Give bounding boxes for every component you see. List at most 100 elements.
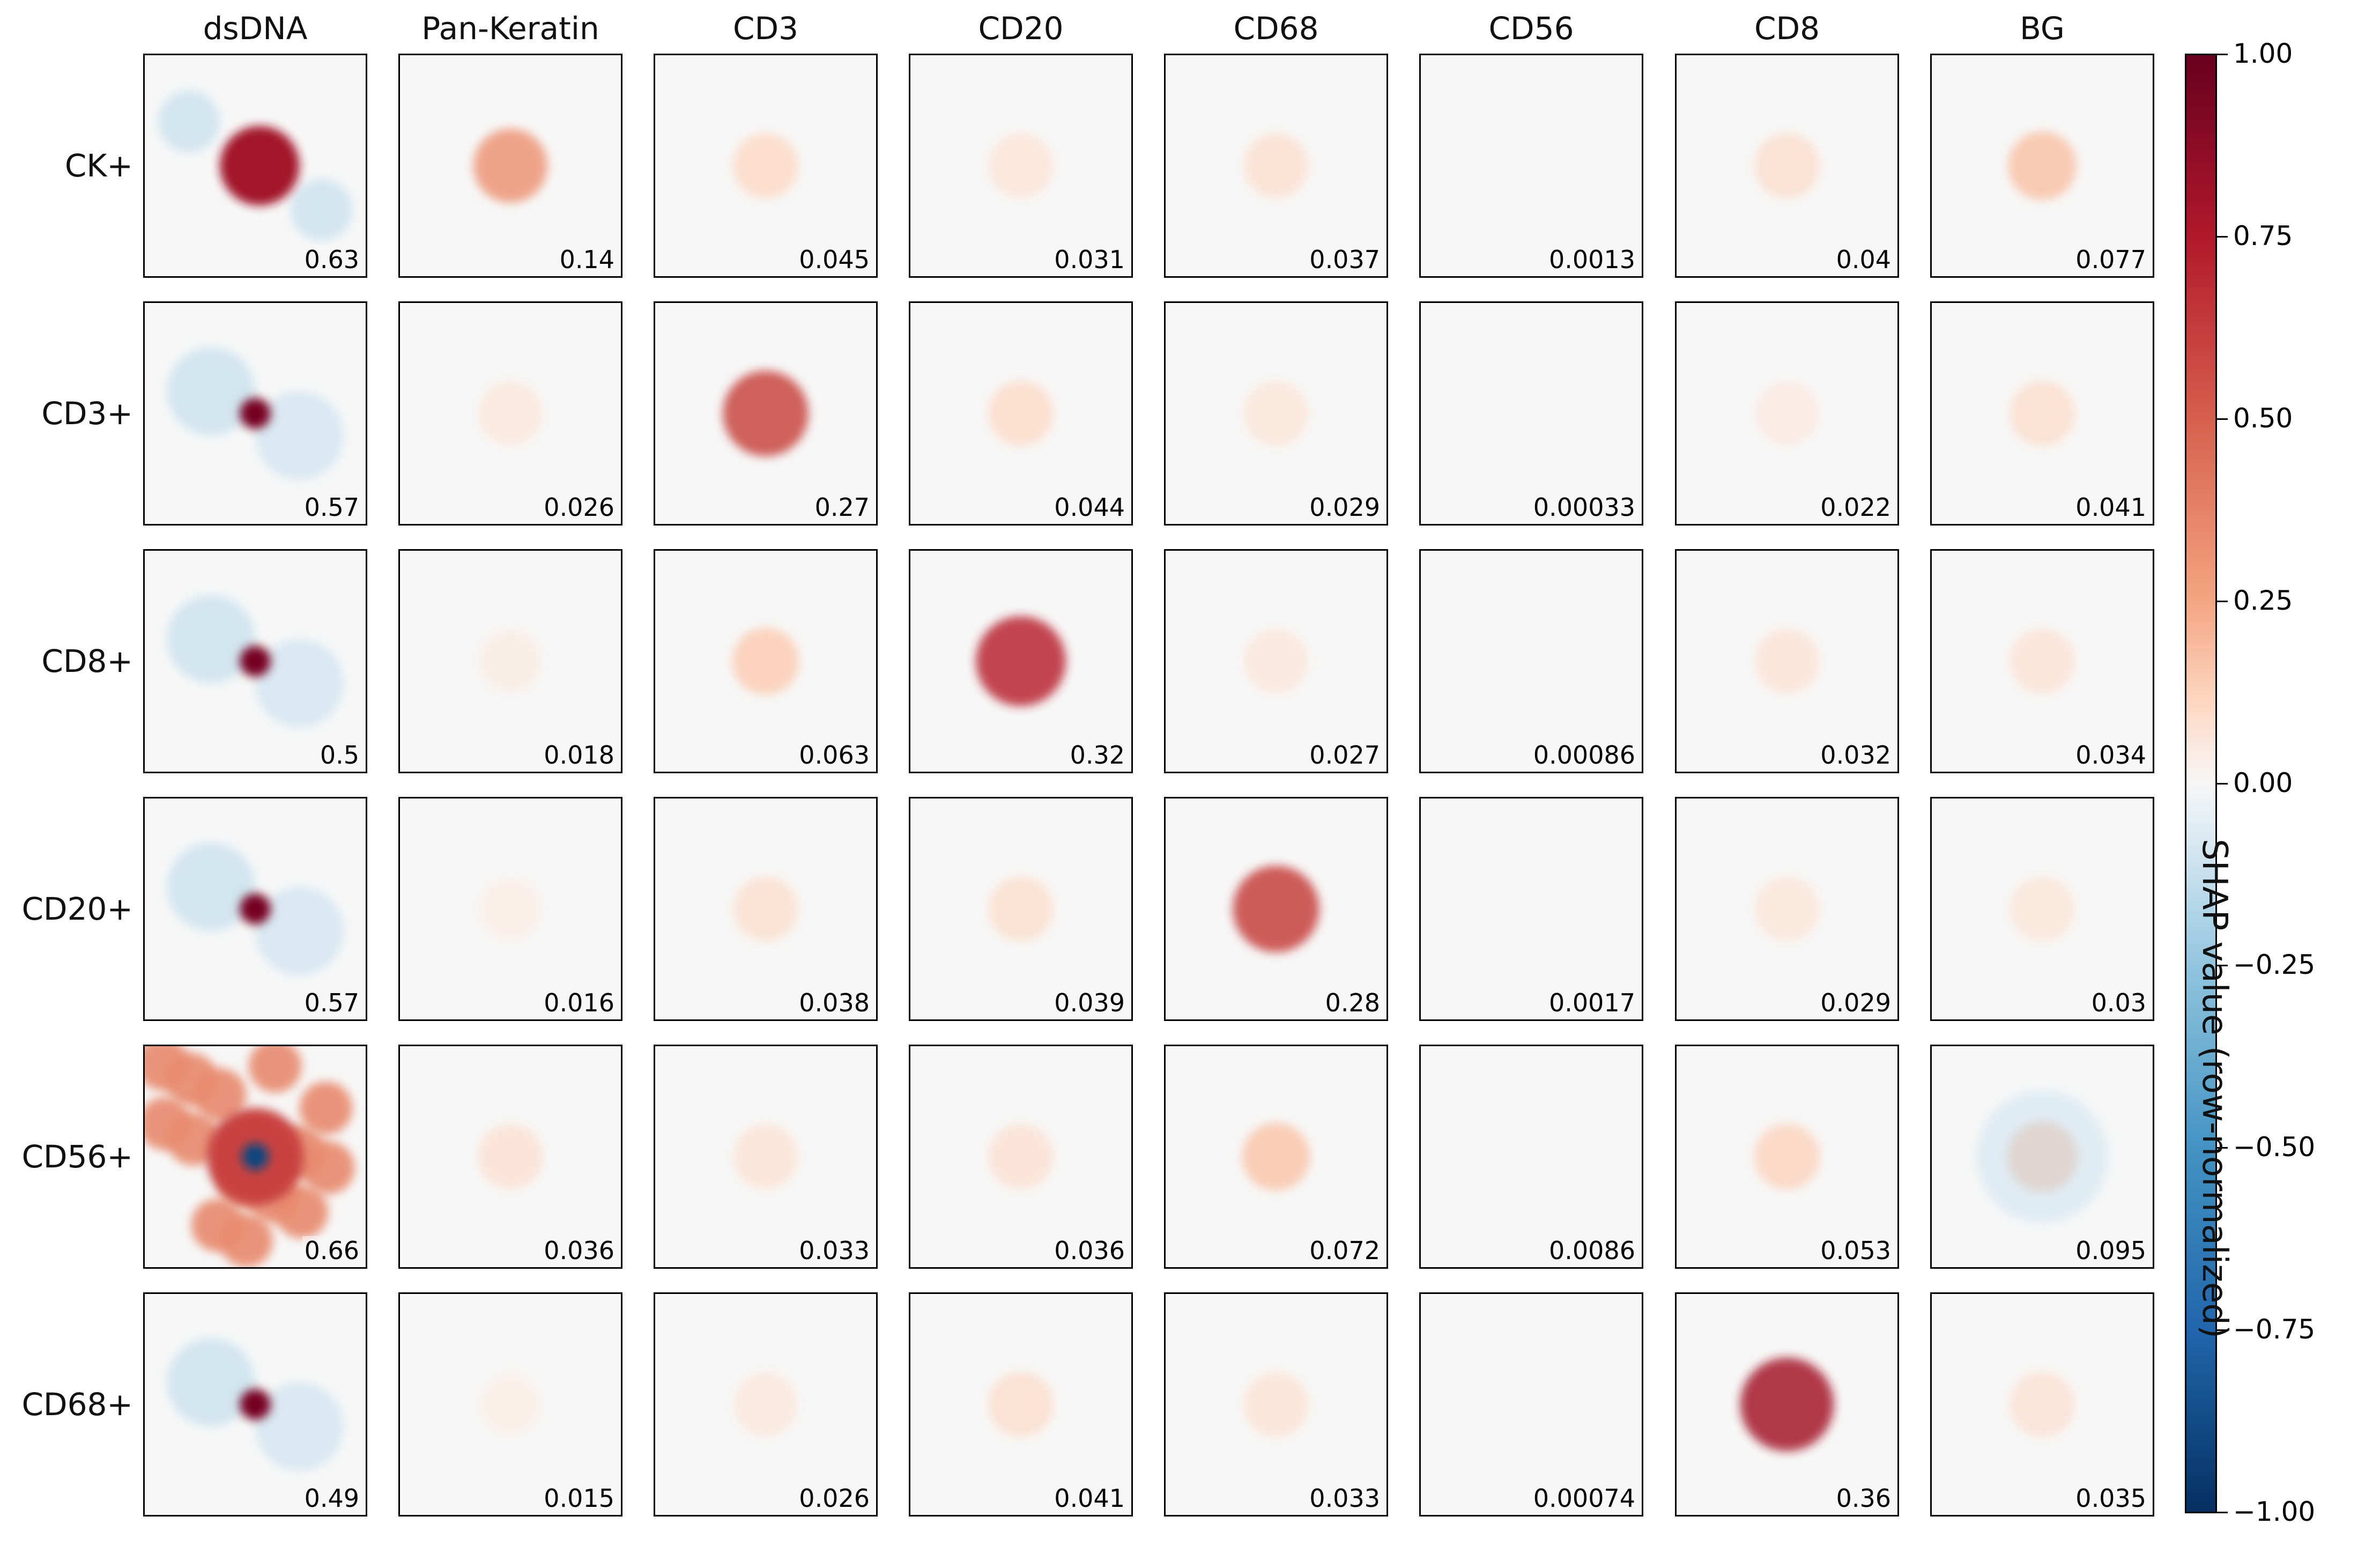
column-title: BG: [2020, 10, 2065, 47]
panel-value: 0.041: [2073, 493, 2148, 522]
panel-value: 0.077: [2073, 245, 2148, 274]
shap-map: [655, 551, 876, 772]
shap-panel: 0.036: [909, 1045, 1133, 1269]
panel-value: 0.018: [542, 741, 617, 770]
panel-value: 0.029: [1818, 988, 1893, 1017]
column-title: CD20: [978, 10, 1064, 47]
colorbar-tick: [2217, 54, 2228, 55]
colorbar-tick-label: 0.50: [2233, 402, 2293, 434]
shap-map: [1932, 303, 2153, 524]
shap-map: [1932, 551, 2153, 772]
shap-panel: 0.66: [143, 1045, 367, 1269]
panel-value: 0.04: [1834, 245, 1893, 274]
shap-map: [910, 1046, 1131, 1267]
panel-value: 0.063: [797, 741, 872, 770]
shap-panel: 0.57: [143, 797, 367, 1021]
shap-map: [655, 1294, 876, 1515]
panel-value: 0.033: [1307, 1484, 1382, 1513]
shap-panel: 0.022: [1675, 301, 1899, 526]
shap-panel: 0.63: [143, 54, 367, 278]
shap-map: [145, 798, 366, 1019]
panel-value: 0.095: [2073, 1236, 2148, 1265]
colorbar-tick-label: 0.75: [2233, 220, 2293, 251]
panel-value: 0.045: [797, 245, 872, 274]
panel-value: 0.0086: [1547, 1236, 1637, 1265]
panel-value: 0.035: [2073, 1484, 2148, 1513]
panel-value: 0.14: [557, 245, 617, 274]
shap-map: [1932, 1046, 2153, 1267]
panel-value: 0.00086: [1531, 741, 1637, 770]
row-label: CD8+: [41, 643, 133, 679]
column-title: CD68: [1233, 10, 1319, 47]
shap-map: [145, 303, 366, 524]
panel-value: 0.0013: [1547, 245, 1637, 274]
colorbar-tick-label: −0.50: [2233, 1131, 2316, 1163]
panel-value: 0.5: [317, 741, 361, 770]
column-title: CD56: [1488, 10, 1574, 47]
shap-panel: 0.032: [1675, 549, 1899, 773]
panel-value: 0.038: [797, 988, 872, 1017]
shap-map: [400, 55, 621, 276]
panel-value: 0.031: [1052, 245, 1127, 274]
row-label: CD68+: [21, 1386, 133, 1423]
shap-panel: 0.063: [654, 549, 878, 773]
shap-panel: 0.053: [1675, 1045, 1899, 1269]
panel-value: 0.00074: [1531, 1484, 1637, 1513]
shap-panel: 0.5: [143, 549, 367, 773]
shap-map: [400, 551, 621, 772]
column-title: CD8: [1754, 10, 1820, 47]
shap-panel: 0.026: [654, 1292, 878, 1517]
colorbar-tick: [2217, 782, 2228, 785]
row-label: CD3+: [41, 395, 133, 432]
row-label: CD56+: [21, 1138, 133, 1175]
shap-panel: 0.036: [398, 1045, 622, 1269]
shap-panel: 0.32: [909, 549, 1133, 773]
colorbar-tick: [2217, 600, 2228, 602]
shap-panel: 0.095: [1930, 1045, 2154, 1269]
shap-map: [910, 551, 1131, 772]
panel-value: 0.033: [797, 1236, 872, 1265]
shap-panel: 0.0086: [1419, 1045, 1643, 1269]
shap-panel: 0.36: [1675, 1292, 1899, 1517]
shap-map: [1677, 798, 1897, 1019]
panel-value: 0.036: [542, 1236, 617, 1265]
shap-map: [400, 303, 621, 524]
shap-map: [1677, 1046, 1897, 1267]
colorbar-tick: [2217, 1147, 2228, 1149]
colorbar-tick-label: 0.25: [2233, 585, 2293, 616]
shap-map: [1421, 1294, 1642, 1515]
colorbar-tick: [2217, 965, 2228, 967]
shap-map: [400, 798, 621, 1019]
colorbar-tick-label: 1.00: [2233, 38, 2293, 69]
shap-panel: 0.033: [1164, 1292, 1388, 1517]
panel-value: 0.57: [302, 493, 361, 522]
shap-map: [1677, 303, 1897, 524]
shap-panel: 0.027: [1164, 549, 1388, 773]
panel-value: 0.036: [1052, 1236, 1127, 1265]
panel-value: 0.041: [1052, 1484, 1127, 1513]
shap-map: [400, 1046, 621, 1267]
column-title: dsDNA: [203, 10, 308, 47]
shap-map: [655, 1046, 876, 1267]
row-label: CD20+: [21, 891, 133, 927]
panel-value: 0.027: [1307, 741, 1382, 770]
panel-value: 0.072: [1307, 1236, 1382, 1265]
shap-map: [910, 55, 1131, 276]
shap-panel: 0.035: [1930, 1292, 2154, 1517]
shap-map: [1166, 551, 1387, 772]
shap-map: [400, 1294, 621, 1515]
shap-map: [910, 303, 1131, 524]
colorbar-tick: [2217, 1329, 2228, 1332]
colorbar-tick-label: 0.00: [2233, 767, 2293, 798]
shap-panel: 0.044: [909, 301, 1133, 526]
panel-value: 0.00033: [1531, 493, 1637, 522]
panel-value: 0.022: [1818, 493, 1893, 522]
shap-panel: 0.041: [909, 1292, 1133, 1517]
shap-map: [655, 798, 876, 1019]
panel-value: 0.044: [1052, 493, 1127, 522]
shap-map: [1166, 55, 1387, 276]
shap-map: [1677, 551, 1897, 772]
shap-panel: 0.00086: [1419, 549, 1643, 773]
shap-map: [1932, 55, 2153, 276]
shap-map: [1166, 1294, 1387, 1515]
